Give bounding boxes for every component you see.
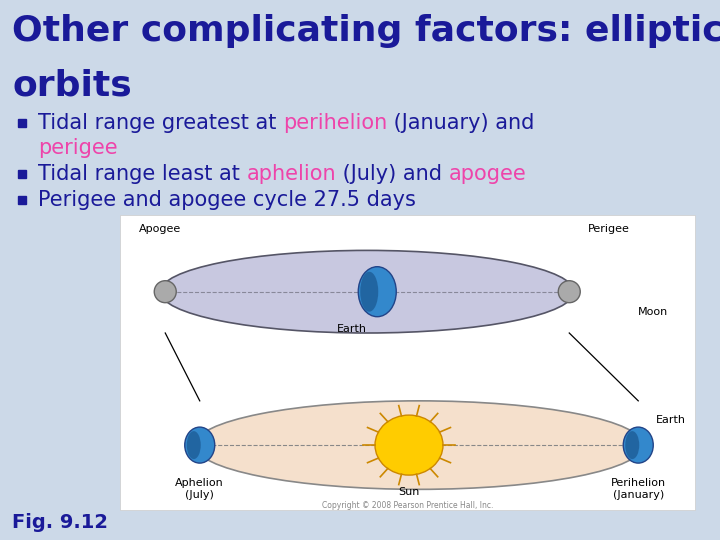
Text: Sun: Sun (398, 487, 420, 497)
Text: Apogee: Apogee (139, 224, 181, 234)
Text: perihelion: perihelion (283, 113, 387, 133)
Ellipse shape (359, 267, 396, 316)
Text: Other complicating factors: elliptical: Other complicating factors: elliptical (12, 14, 720, 48)
Text: Perigee: Perigee (588, 224, 630, 234)
Text: Perigee and apogee cycle 27.5 days: Perigee and apogee cycle 27.5 days (38, 190, 416, 210)
Ellipse shape (558, 281, 580, 303)
Text: (July) and: (July) and (336, 164, 449, 184)
Ellipse shape (154, 281, 176, 303)
Ellipse shape (186, 431, 201, 459)
Text: apogee: apogee (449, 164, 526, 184)
Ellipse shape (185, 427, 215, 463)
Text: Moon: Moon (637, 307, 667, 316)
Ellipse shape (625, 431, 639, 459)
Text: Earth: Earth (656, 415, 686, 425)
Bar (120, 215, 695, 510)
Ellipse shape (375, 415, 443, 475)
Text: (January) and: (January) and (387, 113, 535, 133)
Text: Copyright © 2008 Pearson Prentice Hall, Inc.: Copyright © 2008 Pearson Prentice Hall, … (322, 501, 493, 510)
Text: orbits: orbits (12, 68, 132, 102)
Ellipse shape (194, 401, 643, 489)
Text: Tidal range greatest at: Tidal range greatest at (38, 113, 283, 133)
Ellipse shape (161, 251, 575, 333)
Text: Tidal range least at: Tidal range least at (38, 164, 246, 184)
Text: Aphelion
(July): Aphelion (July) (176, 477, 224, 500)
Text: aphelion: aphelion (246, 164, 336, 184)
Ellipse shape (624, 427, 653, 463)
Text: Perihelion
(January): Perihelion (January) (611, 477, 666, 500)
Text: perigee: perigee (38, 138, 117, 158)
Text: Fig. 9.12: Fig. 9.12 (12, 513, 108, 532)
Text: Earth: Earth (337, 323, 367, 334)
Ellipse shape (360, 272, 378, 312)
